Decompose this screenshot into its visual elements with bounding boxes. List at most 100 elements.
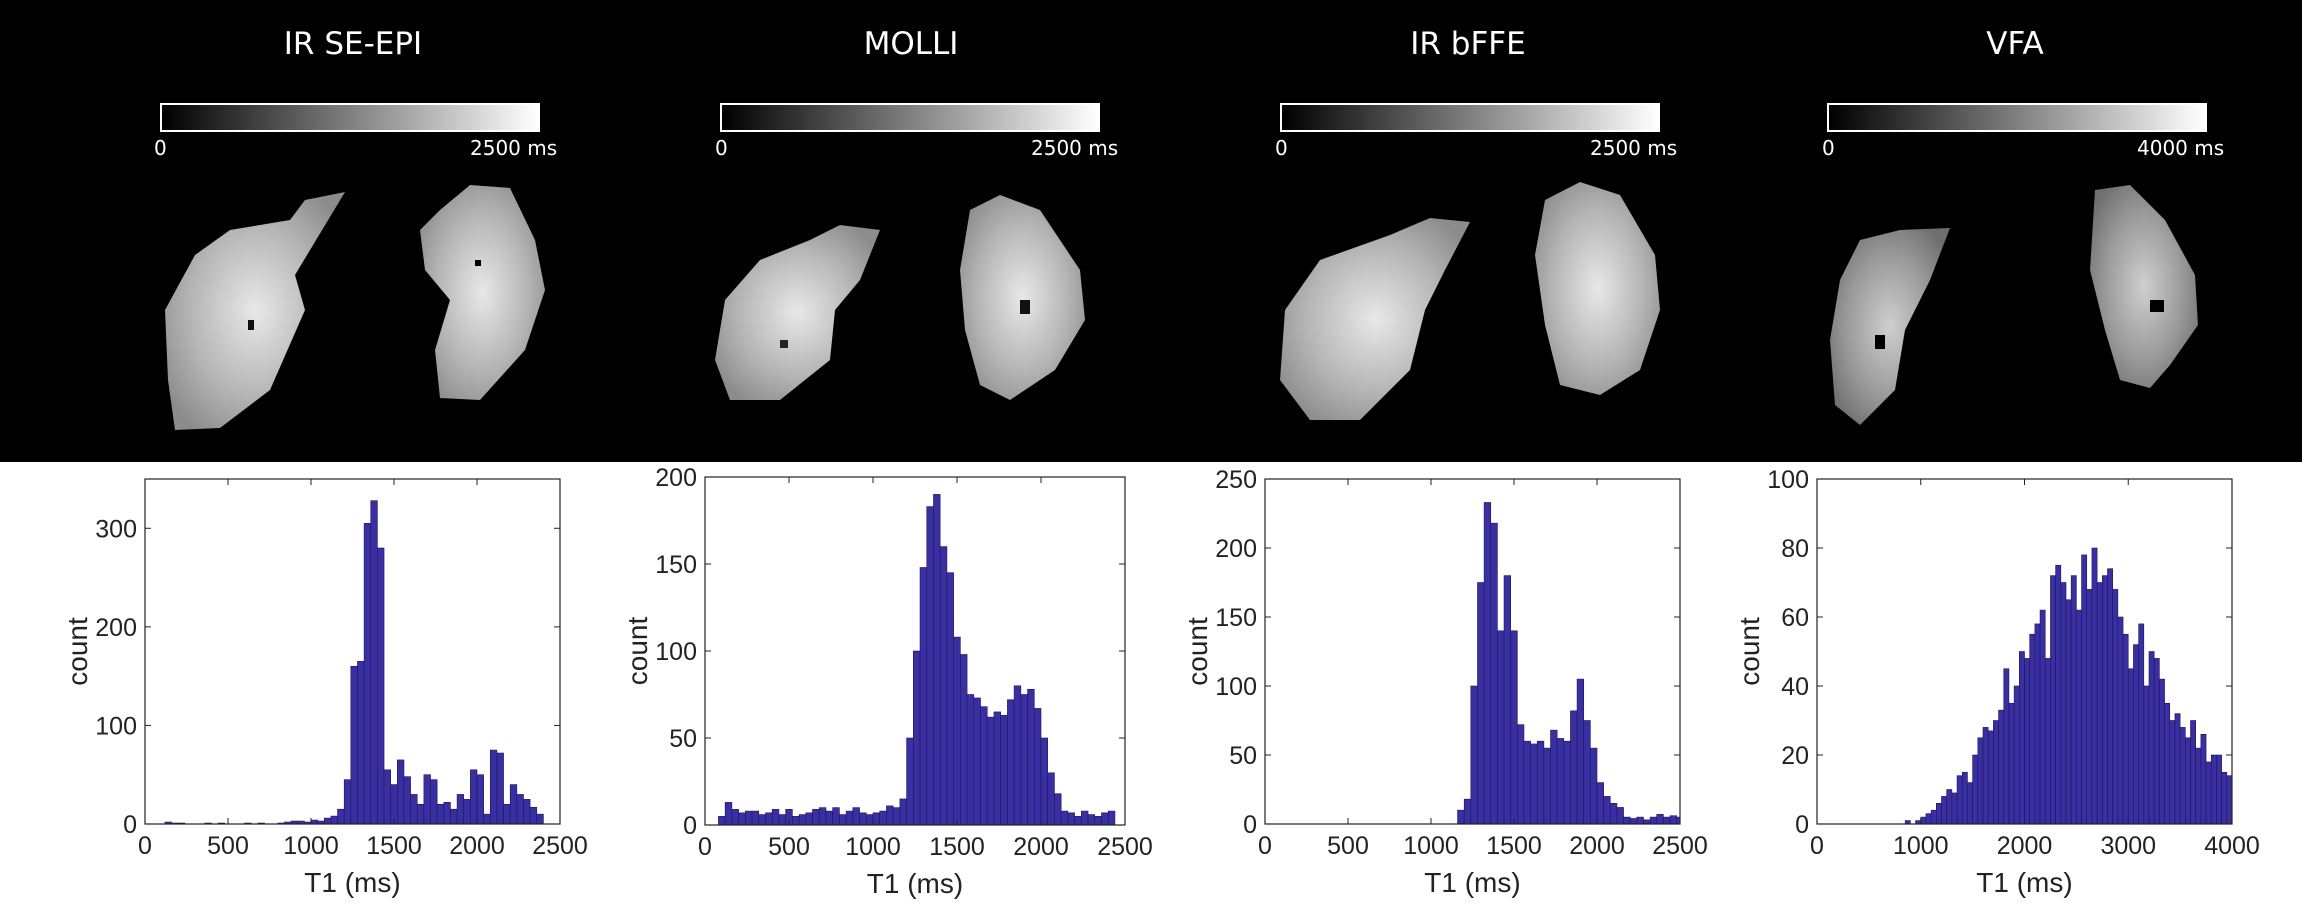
histogram-bar	[1490, 522, 1498, 825]
x-tick-label: 0	[1810, 832, 1824, 860]
histogram-bar	[1993, 720, 1999, 825]
histogram-bar	[1930, 809, 1937, 825]
histogram-bar	[926, 506, 934, 826]
y-tick-label: 150	[1215, 604, 1257, 632]
histogram-bar	[416, 803, 425, 825]
histogram-bar	[1007, 699, 1015, 826]
histogram-bar	[516, 794, 524, 825]
histogram-bar	[2117, 616, 2124, 825]
colorbar-ir-bffe	[1280, 103, 1660, 132]
histogram-bar	[357, 661, 365, 825]
kidney-map-vfa	[1830, 185, 2198, 425]
histogram-bar	[966, 694, 975, 826]
histogram-bar	[536, 813, 544, 825]
x-axis-label: T1 (ms)	[1976, 867, 2072, 898]
histogram-bar	[1967, 782, 1973, 825]
histogram-bar	[1067, 812, 1075, 826]
histogram-bar	[523, 799, 531, 825]
bar-series	[1457, 502, 1681, 825]
histogram-bar	[2060, 582, 2067, 825]
histogram-bar	[370, 500, 378, 825]
x-tick-label: 500	[207, 832, 249, 860]
histogram-bar	[403, 776, 411, 825]
histogram-bar	[1649, 816, 1658, 825]
histogram-bar	[470, 769, 478, 825]
histogram-bar	[879, 810, 887, 826]
histogram-bar	[1081, 810, 1089, 826]
histogram-bar	[1956, 775, 1963, 825]
histogram-ir-se-epi: 0 500 1000 1500 2000 2500 0 100 200 300 T1 (ms) cou…	[62, 478, 588, 898]
histogram-bar	[1656, 814, 1664, 825]
bar-series	[718, 494, 1116, 826]
histogram-bar	[1510, 630, 1518, 825]
histogram-bar	[410, 794, 418, 825]
x-tick-label: 0	[1258, 832, 1272, 860]
colorbar-ir-se-epi	[160, 103, 540, 132]
x-tick-label: 1500	[366, 832, 422, 860]
x-tick-label: 2000	[449, 832, 505, 860]
x-tick-label: 1000	[283, 832, 339, 860]
kidney-map-ir-se-epi	[165, 185, 545, 430]
histogram-bar	[2029, 633, 2036, 825]
histogram-bar	[1550, 729, 1558, 825]
y-axis-label: count	[62, 617, 93, 686]
histogram-bar	[1636, 816, 1644, 825]
histogram-bar	[839, 814, 847, 826]
histogram-bar	[2003, 668, 2010, 825]
histogram-bar	[443, 802, 451, 825]
histogram-bar	[2164, 702, 2171, 825]
histogram-bar	[450, 808, 458, 825]
histogram-bar	[1925, 813, 1932, 825]
histogram-bar	[973, 697, 981, 826]
histogram-bar	[509, 784, 518, 825]
y-tick-label: 0	[123, 811, 137, 839]
histogram-bar	[953, 636, 961, 826]
histogram-bar	[1470, 685, 1478, 825]
histogram-bar	[1643, 819, 1651, 825]
histogram-bar	[1629, 818, 1638, 825]
histogram-bar	[2076, 609, 2082, 825]
histogram-bar	[1951, 792, 1958, 825]
histogram-bar	[738, 812, 746, 826]
histogram-bar	[2102, 575, 2108, 825]
histogram-vfa: 0 1000 2000 3000 4000 0 20 40 60 80 100 T1 (ms) coun…	[1734, 466, 2260, 898]
histogram-bar	[2169, 720, 2176, 825]
histogram-bar	[1013, 685, 1022, 826]
histogram-bar	[2226, 775, 2233, 825]
histogram-bar	[2107, 568, 2113, 825]
histogram-bar	[1583, 720, 1591, 825]
histogram-bar	[1543, 747, 1551, 825]
x-tick-label: 3000	[2100, 832, 2156, 860]
y-tick-label: 0	[1243, 811, 1257, 839]
x-tick-label: 2000	[1997, 832, 2053, 860]
histogram-bar	[2055, 564, 2062, 825]
x-tick-label: 0	[138, 832, 152, 860]
histogram-bar	[2127, 668, 2134, 825]
histogram-bar	[503, 803, 511, 825]
histogram-bar	[397, 759, 405, 825]
histogram-bar	[476, 774, 484, 825]
histogram-bar	[1982, 727, 1989, 825]
histogram-bar	[852, 807, 860, 826]
x-tick-label: 2000	[1013, 833, 1069, 861]
colorbar-max-label: 2500 ms	[1590, 136, 1678, 160]
histogram-bar	[2112, 589, 2119, 825]
colorbar-max-label: 4000 ms	[2137, 136, 2225, 160]
histogram-bar	[2143, 685, 2150, 825]
histogram-bar	[1920, 816, 1927, 825]
x-tick-label: 1500	[929, 833, 985, 861]
histogram-bar	[330, 815, 338, 825]
histogram-bar	[2019, 651, 2025, 825]
map-title-ir-bffe: IR bFFE	[1410, 26, 1526, 62]
histogram-bar	[765, 812, 773, 826]
y-tick-label: 100	[655, 638, 697, 666]
histogram-bar	[1054, 793, 1062, 826]
map-title-vfa: VFA	[1986, 26, 2044, 62]
y-axis-label: count	[1182, 617, 1213, 686]
histogram-bar	[1972, 754, 1979, 825]
y-tick-label: 200	[95, 614, 137, 642]
histogram-bar	[456, 794, 465, 825]
histogram-bar	[1530, 743, 1538, 825]
histogram-bar	[1503, 575, 1511, 825]
